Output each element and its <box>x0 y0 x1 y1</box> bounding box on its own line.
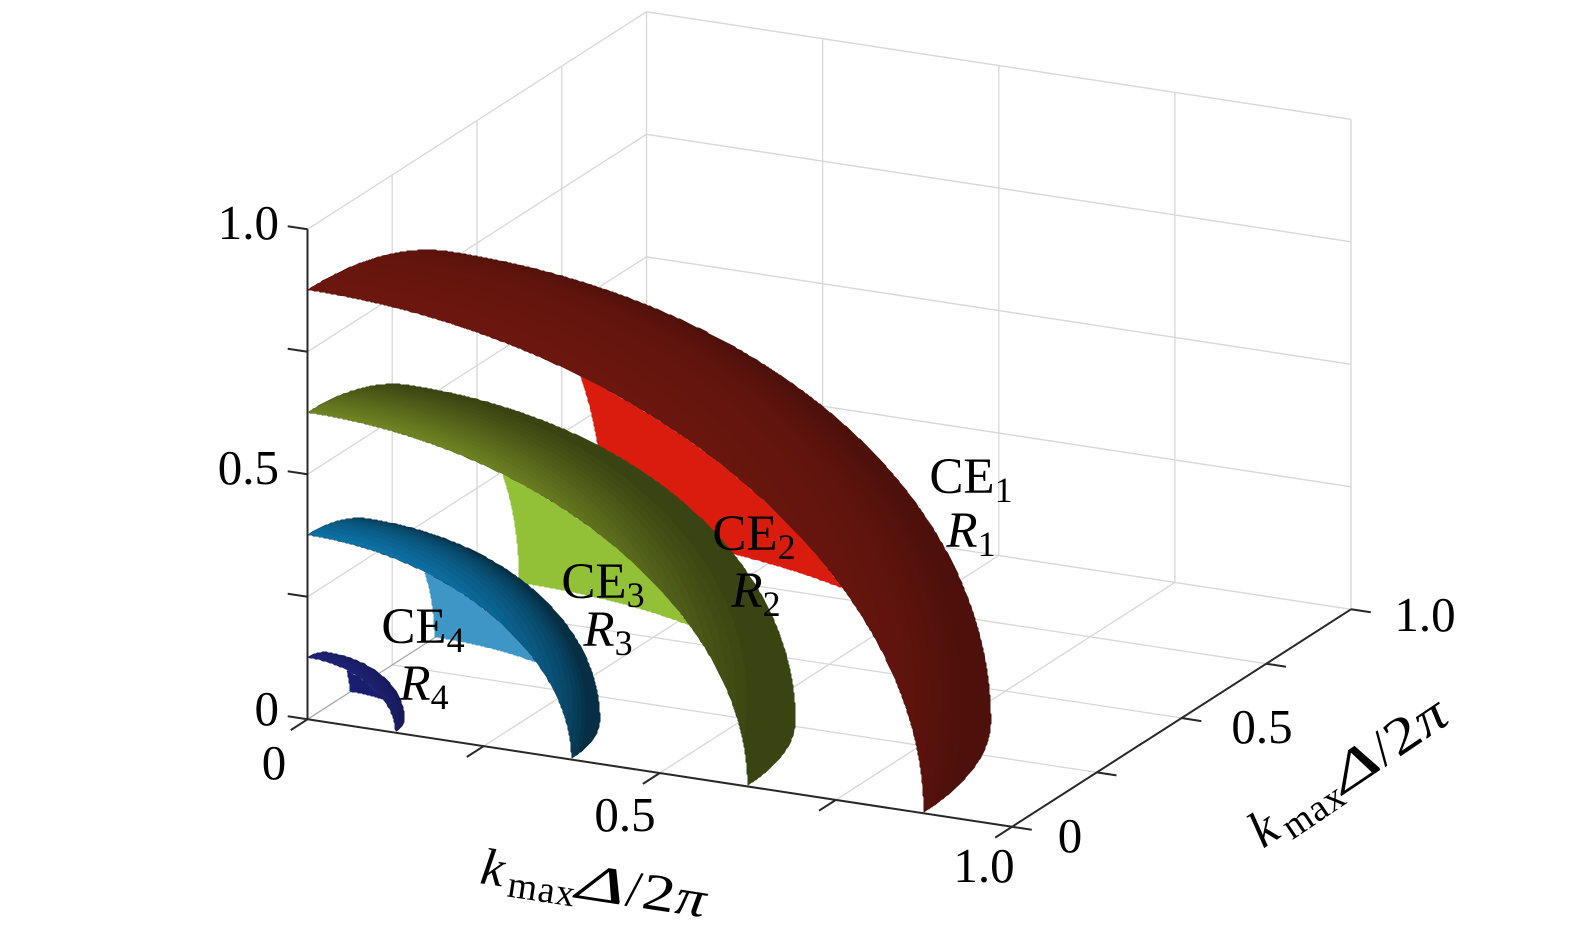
svg-text:0.5: 0.5 <box>218 440 279 495</box>
svg-text:Δ: Δ <box>570 852 631 917</box>
svg-text:R4: R4 <box>398 656 448 717</box>
svg-text:0: 0 <box>1058 808 1083 863</box>
svg-text:R1: R1 <box>945 503 995 564</box>
svg-text:1.0: 1.0 <box>218 195 279 250</box>
svg-text:1.0: 1.0 <box>953 838 1014 893</box>
svg-text:0: 0 <box>255 681 280 736</box>
svg-text:R3: R3 <box>582 602 632 663</box>
svg-text:R2: R2 <box>730 563 780 624</box>
svg-text:max: max <box>505 864 579 916</box>
svg-text:CE4: CE4 <box>381 599 464 660</box>
svg-text:0: 0 <box>262 735 287 790</box>
svg-text:0.5: 0.5 <box>1231 699 1292 754</box>
svg-text:0.5: 0.5 <box>594 787 655 842</box>
svg-text:1.0: 1.0 <box>1394 587 1455 642</box>
